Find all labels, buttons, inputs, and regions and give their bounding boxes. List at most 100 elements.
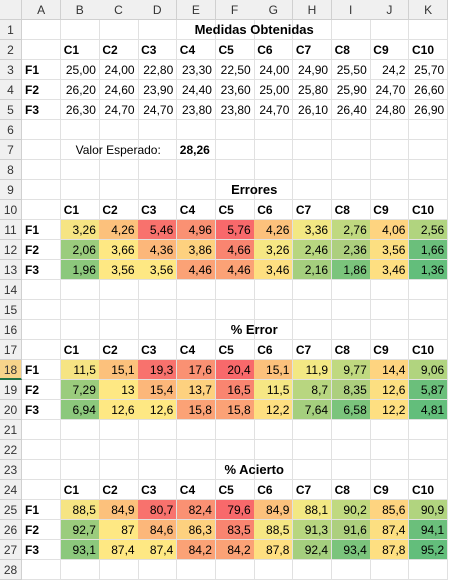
table-cell-pct_acierto[interactable]: 95,2: [409, 540, 449, 560]
table-cell-pct_error[interactable]: 11,5: [254, 380, 294, 400]
grid-cell[interactable]: [60, 280, 100, 300]
grid-cell[interactable]: [370, 440, 410, 460]
grid-cell[interactable]: [60, 440, 100, 460]
table-cell-medidas[interactable]: 23,60: [215, 80, 255, 100]
table-cell-errores[interactable]: 4,66: [215, 240, 255, 260]
row-header-11[interactable]: 11: [0, 220, 22, 240]
table-cell-errores[interactable]: 4,46: [176, 260, 216, 280]
table-cell-pct_error[interactable]: 12,2: [370, 400, 410, 420]
table-cell-pct_error[interactable]: 15,1: [99, 360, 139, 380]
table-cell-medidas[interactable]: 23,90: [138, 80, 178, 100]
column-label[interactable]: C1: [60, 200, 100, 220]
column-header-E[interactable]: E: [176, 0, 216, 20]
table-cell-pct_error[interactable]: 9,77: [331, 360, 371, 380]
column-header-D[interactable]: D: [138, 0, 178, 20]
table-cell-pct_error[interactable]: 12,6: [370, 380, 410, 400]
table-cell-errores[interactable]: 3,66: [99, 240, 139, 260]
table-cell-pct_error[interactable]: 7,29: [60, 380, 100, 400]
row-header-9[interactable]: 9: [0, 180, 22, 200]
table-cell-errores[interactable]: 2,06: [60, 240, 100, 260]
table-cell-errores[interactable]: 3,56: [138, 260, 178, 280]
grid-cell[interactable]: [331, 420, 371, 440]
table-cell-medidas[interactable]: 24,40: [176, 80, 216, 100]
column-label[interactable]: C8: [331, 40, 371, 60]
grid-cell[interactable]: [60, 300, 100, 320]
table-cell-pct_error[interactable]: 12,2: [254, 400, 294, 420]
table-cell-medidas[interactable]: 26,10: [292, 100, 333, 120]
table-cell-medidas[interactable]: 26,40: [331, 100, 371, 120]
grid-cell[interactable]: [176, 120, 216, 140]
grid-cell[interactable]: [292, 160, 333, 180]
row-header-18[interactable]: 18: [0, 360, 22, 380]
column-label[interactable]: C5: [215, 480, 255, 500]
grid-cell[interactable]: [138, 420, 178, 440]
table-cell-pct_error[interactable]: 11,5: [60, 360, 100, 380]
grid-cell[interactable]: [409, 560, 449, 580]
grid-cell[interactable]: [370, 120, 410, 140]
column-label[interactable]: C5: [215, 40, 255, 60]
grid-cell[interactable]: [22, 140, 62, 160]
table-cell-pct_acierto[interactable]: 85,6: [370, 500, 410, 520]
table-cell-errores[interactable]: 4,26: [254, 220, 294, 240]
row-header-4[interactable]: 4: [0, 80, 22, 100]
table-cell-medidas[interactable]: 24,00: [99, 60, 139, 80]
grid-cell[interactable]: [331, 140, 371, 160]
row-header-21[interactable]: 21: [0, 420, 22, 440]
table-cell-medidas[interactable]: 22,80: [138, 60, 178, 80]
table-cell-medidas[interactable]: 24,60: [99, 80, 139, 100]
row-header-13[interactable]: 13: [0, 260, 22, 280]
table-cell-medidas[interactable]: 24,90: [292, 60, 333, 80]
column-label[interactable]: C3: [138, 480, 178, 500]
grid-cell[interactable]: [138, 160, 178, 180]
table-cell-pct_acierto[interactable]: 94,1: [409, 520, 449, 540]
grid-cell[interactable]: [138, 300, 178, 320]
grid-cell[interactable]: [292, 300, 333, 320]
column-header-B[interactable]: B: [60, 0, 100, 20]
table-cell-pct_acierto[interactable]: 93,1: [60, 540, 100, 560]
grid-cell[interactable]: [60, 160, 100, 180]
table-cell-medidas[interactable]: 23,80: [176, 100, 216, 120]
grid-cell[interactable]: [22, 460, 62, 480]
row-header-12[interactable]: 12: [0, 240, 22, 260]
column-label[interactable]: C10: [409, 480, 449, 500]
table-cell-pct_error[interactable]: 20,4: [215, 360, 255, 380]
grid-cell[interactable]: [22, 280, 62, 300]
table-cell-pct_acierto[interactable]: 92,4: [292, 540, 333, 560]
column-label[interactable]: C3: [138, 340, 178, 360]
row-label[interactable]: F1: [22, 60, 62, 80]
table-cell-pct_error[interactable]: 15,1: [254, 360, 294, 380]
column-header-K[interactable]: K: [409, 0, 449, 20]
table-cell-errores[interactable]: 1,66: [409, 240, 449, 260]
grid-cell[interactable]: [370, 280, 410, 300]
row-header-22[interactable]: 22: [0, 440, 22, 460]
table-cell-pct_error[interactable]: 12,6: [138, 400, 178, 420]
table-cell-errores[interactable]: 4,06: [370, 220, 410, 240]
table-cell-pct_acierto[interactable]: 87: [99, 520, 139, 540]
grid-cell[interactable]: [22, 300, 62, 320]
column-label[interactable]: C7: [292, 40, 333, 60]
grid-cell[interactable]: [254, 560, 294, 580]
grid-cell[interactable]: [215, 420, 255, 440]
grid-cell[interactable]: [331, 300, 371, 320]
table-cell-errores[interactable]: 2,56: [409, 220, 449, 240]
table-cell-pct_acierto[interactable]: 93,4: [331, 540, 371, 560]
grid-cell[interactable]: [99, 560, 139, 580]
table-cell-pct_error[interactable]: 13: [99, 380, 139, 400]
table-cell-errores[interactable]: 4,36: [138, 240, 178, 260]
row-label[interactable]: F2: [22, 240, 62, 260]
grid-cell[interactable]: [22, 40, 62, 60]
table-cell-pct_error[interactable]: 7,64: [292, 400, 333, 420]
column-label[interactable]: C2: [99, 200, 139, 220]
grid-cell[interactable]: [254, 420, 294, 440]
table-cell-errores[interactable]: 2,36: [331, 240, 371, 260]
grid-cell[interactable]: [215, 560, 255, 580]
table-cell-errores[interactable]: 2,16: [292, 260, 333, 280]
grid-cell[interactable]: [22, 20, 62, 40]
table-cell-pct_acierto[interactable]: 88,5: [254, 520, 294, 540]
grid-cell[interactable]: [215, 300, 255, 320]
row-label[interactable]: F3: [22, 100, 62, 120]
row-header-3[interactable]: 3: [0, 60, 22, 80]
table-cell-pct_acierto[interactable]: 87,4: [138, 540, 178, 560]
table-cell-medidas[interactable]: 23,80: [215, 100, 255, 120]
